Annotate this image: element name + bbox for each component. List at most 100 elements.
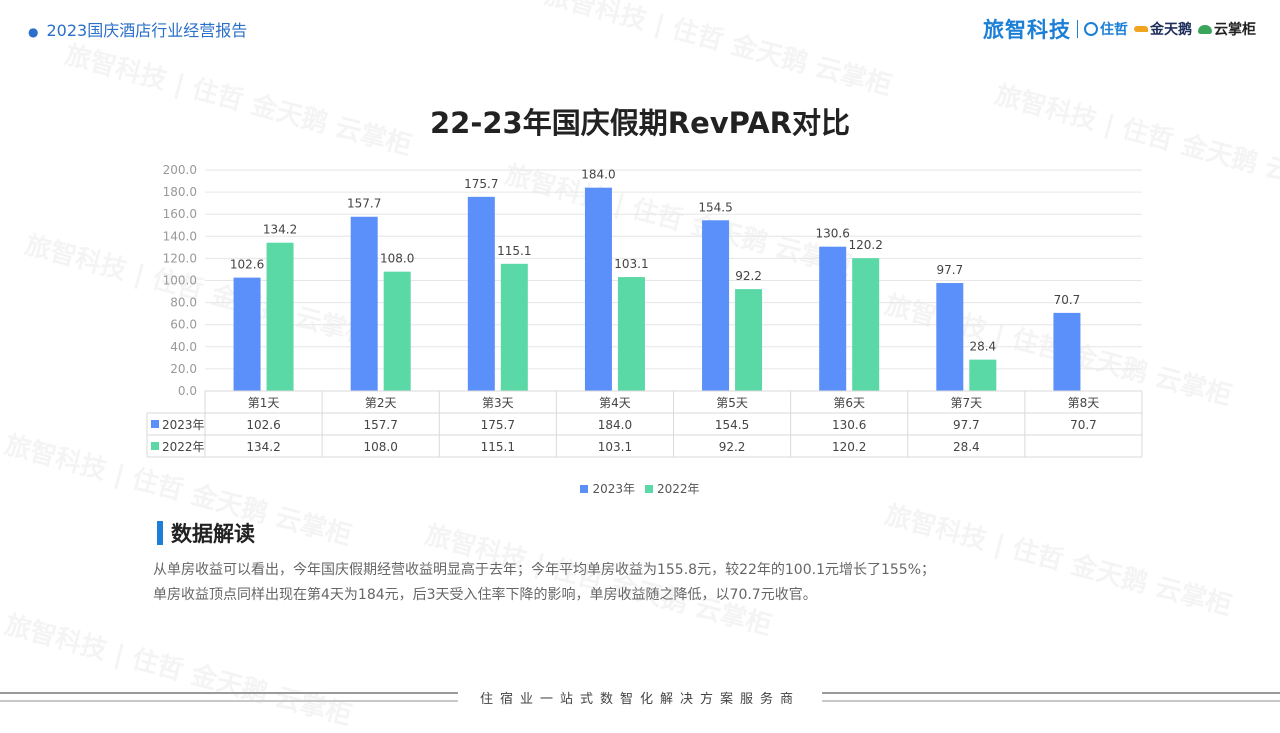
legend-item-2023[interactable]: 2023年: [580, 480, 635, 497]
data-label: 108.0: [380, 252, 414, 266]
cloud-icon: [1198, 24, 1212, 34]
bar-2022年-第6天: [852, 258, 880, 391]
bar-2022年-第3天: [500, 263, 528, 391]
data-label: 157.7: [347, 197, 381, 211]
x-tick-label: 第7天: [950, 396, 982, 410]
table-cell: 130.6: [832, 418, 866, 432]
table-cell: 115.1: [481, 440, 515, 454]
table-series-name: 2022年: [162, 440, 205, 454]
analysis-line-2: 单房收益顶点同样出现在第4天为184元，后3天受入住率下降的影响，单房收益随之降…: [153, 587, 817, 603]
jintian-logo: 金天鹅: [1134, 19, 1192, 39]
brand-divider: [1077, 20, 1078, 38]
analysis-heading-text: 数据解读: [171, 522, 255, 546]
bar-2023年-第4天: [584, 187, 612, 391]
bar-2023年-第5天: [702, 220, 730, 391]
zhuzhe-logo: 住哲: [1084, 19, 1128, 39]
report-title: ● 2023国庆酒店行业经营报告: [28, 17, 247, 41]
bullet-icon: ●: [28, 25, 39, 39]
y-tick-label: 20.0: [170, 362, 197, 376]
table-cell: 157.7: [364, 418, 398, 432]
table-legend-swatch: [151, 420, 159, 428]
legend-swatch-2023: [580, 484, 589, 493]
x-tick-label: 第5天: [716, 396, 748, 410]
footer-rule-left: [0, 692, 458, 702]
swan-icon: [1134, 26, 1148, 32]
footer-tagline: 住宿业一站式数智化解决方案服务商: [479, 692, 800, 707]
data-table: 第1天 第2天 第3天 第4天 第5天 第6天 第7天 第8天 2023年 102.6 157.7 1…: [146, 390, 1143, 458]
analysis-heading: 数据解读: [157, 518, 255, 548]
table-cell: 97.7: [953, 418, 980, 432]
grid-layer: [205, 169, 1142, 392]
yunzhanggui-label: 云掌柜: [1214, 22, 1256, 38]
brand-main-logo: 旅智科技: [983, 18, 1071, 42]
table-cell: 70.7: [1070, 418, 1097, 432]
x-tick-label: 第2天: [365, 396, 397, 410]
y-tick-label: 160.0: [163, 207, 197, 221]
data-label: 115.1: [497, 244, 531, 258]
data-label: 154.5: [698, 200, 732, 214]
table-cell: 120.2: [832, 440, 866, 454]
legend-item-2022[interactable]: 2022年: [645, 480, 700, 497]
table-cell: 175.7: [481, 418, 515, 432]
bar-2022年-第1天: [266, 242, 294, 391]
table-cell: 28.4: [953, 440, 980, 454]
data-label: 134.2: [263, 223, 297, 237]
brand-logos: 旅智科技 住哲 金天鹅 云掌柜: [983, 14, 1256, 44]
data-label: 97.7: [936, 263, 963, 277]
x-tick-label: 第6天: [833, 396, 865, 410]
table-cell: 134.2: [246, 440, 280, 454]
bar-2023年-第2天: [350, 216, 378, 391]
bar-2022年-第7天: [969, 359, 997, 391]
data-label: 92.2: [735, 269, 762, 283]
data-label: 120.2: [849, 238, 883, 252]
chart-title: 22-23年国庆假期RevPAR对比: [429, 106, 851, 140]
bar-2022年-第2天: [383, 271, 411, 391]
y-tick-label: 180.0: [163, 185, 197, 199]
chart-legend: 2023年 2022年: [0, 480, 1280, 497]
y-tick-label: 80.0: [170, 296, 197, 310]
y-tick-label: 0.0: [178, 384, 197, 398]
x-tick-label: 第8天: [1068, 396, 1100, 410]
analysis-line-1: 从单房收益可以看出，今年国庆假期经营收益明显高于去年；今年平均单房收益为155.…: [153, 562, 935, 578]
x-tick-label: 第1天: [248, 396, 280, 410]
y-tick-label: 100.0: [163, 274, 197, 288]
bar-layer: [233, 187, 1081, 391]
bar-2023年-第6天: [819, 246, 847, 391]
data-label: 70.7: [1054, 293, 1081, 307]
y-axis: 0.0 20.0 40.0 60.0 80.0 100.0 120.0 140.0 160.0 1…: [163, 163, 197, 398]
zhuzhe-label: 住哲: [1100, 22, 1128, 38]
table-cell: 154.5: [715, 418, 749, 432]
jintian-label: 金天鹅: [1150, 22, 1192, 38]
x-tick-label: 第3天: [482, 396, 514, 410]
data-label: 130.6: [816, 227, 850, 241]
yunzhanggui-logo: 云掌柜: [1198, 19, 1256, 39]
legend-label-2023: 2023年: [592, 482, 635, 496]
data-label: 102.6: [230, 258, 264, 272]
data-label: 103.1: [614, 257, 648, 271]
y-tick-label: 120.0: [163, 251, 197, 265]
legend-label-2022: 2022年: [657, 482, 700, 496]
legend-swatch-2022: [645, 484, 653, 493]
data-label-layer: 102.6 157.7 175.7 184.0 154.5 130.6 97.7 70.7 13…: [230, 168, 1080, 354]
y-tick-label: 140.0: [163, 229, 197, 243]
report-title-text: 2023国庆酒店行业经营报告: [46, 21, 248, 40]
zhuzhe-icon: [1084, 22, 1098, 36]
y-tick-label: 40.0: [170, 340, 197, 354]
data-label: 184.0: [581, 168, 615, 182]
bar-2022年-第4天: [617, 277, 645, 391]
data-label: 28.4: [969, 340, 996, 354]
table-cell: 184.0: [598, 418, 632, 432]
table-cell: 108.0: [364, 440, 398, 454]
x-tick-label: 第4天: [599, 396, 631, 410]
bar-2023年-第7天: [936, 283, 964, 391]
table-series-name: 2023年: [162, 418, 205, 432]
table-cell: 103.1: [598, 440, 632, 454]
table-cell: 102.6: [246, 418, 280, 432]
table-legend-swatch: [151, 442, 159, 450]
bar-2023年-第3天: [467, 196, 495, 391]
bar-2022年-第5天: [735, 289, 763, 391]
table-cell: 92.2: [719, 440, 746, 454]
bar-2023年-第8天: [1053, 312, 1081, 391]
footer-rule-right: [822, 692, 1280, 702]
y-tick-label: 60.0: [170, 318, 197, 332]
